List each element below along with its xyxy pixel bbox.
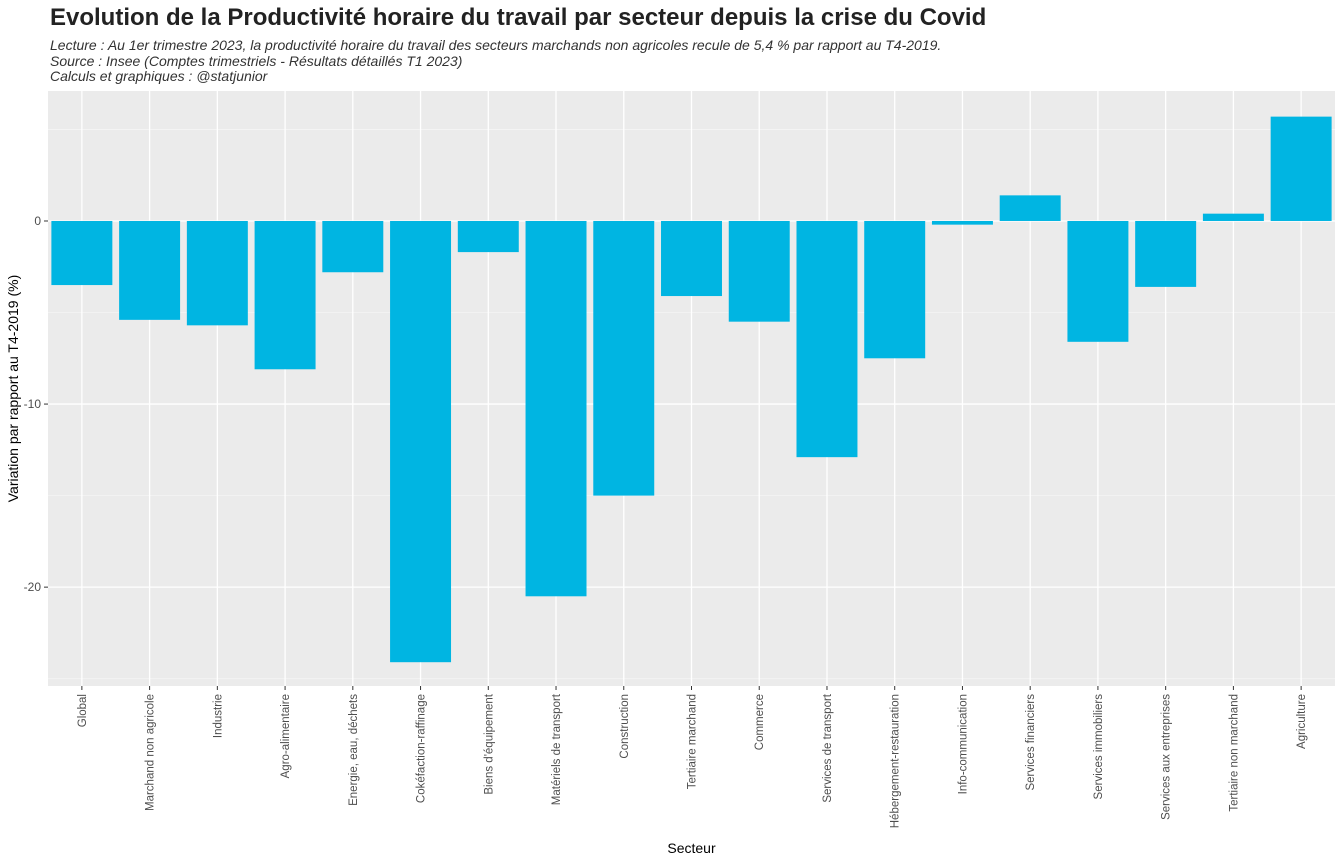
bar-3 [186,220,248,326]
x-tick-label: Industrie [212,694,224,738]
x-tick-label: Global [77,694,89,727]
x-tick-label: Biens d'équipement [483,693,495,794]
bar-16 [1067,220,1129,342]
x-tick-label: Services financiers [1025,694,1037,791]
x-axis-title: Secteur [667,840,716,856]
x-tick-label: Services immobiliers [1093,694,1105,800]
y-tick-label: 0 [34,214,41,228]
chart-subtitle: Lecture : Au 1er trimestre 2023, la prod… [50,37,942,85]
bar-5 [322,220,384,273]
x-tick-label: Construction [619,694,631,759]
bar-6 [390,220,452,663]
x-tick-label: Tertiaire marchand [687,694,699,789]
subtitle-reading-line: Lecture : Au 1er trimestre 2023, la prod… [50,37,942,53]
x-tick-label: Tertiaire non marchand [1228,694,1240,812]
x-tick-label: Hébergement-restauration [890,694,902,828]
bar-8 [525,220,587,597]
x-tick-label: Agriculture [1296,694,1308,749]
bar-12 [796,220,858,458]
bar-18 [1202,213,1264,221]
bar-11 [728,220,790,322]
bar-9 [593,220,655,496]
bar-13 [864,220,926,359]
x-tick-label: Services aux entreprises [1161,694,1173,820]
x-tick-label: Info-communication [957,694,969,794]
bar-7 [457,220,519,253]
bar-17 [1135,220,1197,287]
bar-2 [119,220,181,320]
y-tick-label: -20 [24,580,42,594]
bar-14 [931,220,993,225]
subtitle-source-line: Source : Insee (Comptes trimestriels - R… [50,52,463,69]
y-tick-label: -10 [24,397,42,411]
x-tick-label: Cokéfaction-raffinage [416,694,428,803]
chart-title: Evolution de la Productivité horaire du … [50,4,987,31]
bar-1 [51,220,113,286]
bar-19 [1270,116,1332,221]
bar-10 [661,220,722,297]
subtitle-credits-line: Calculs et graphiques : @statjunior [50,68,268,84]
x-tick-label: Marchand non agricole [145,694,157,811]
x-tick-label: Energie, eau, déchets [348,694,360,806]
x-tick-label: Agro-alimentaire [280,694,292,778]
x-tick-label: Matériels de transport [551,693,563,805]
x-tick-label: Services de transport [822,693,834,802]
bar-15 [999,195,1061,221]
y-axis-title: Variation par rapport au T4-2019 (%) [5,275,21,503]
x-tick-label: Commerce [754,694,766,750]
bar-4 [254,220,316,370]
